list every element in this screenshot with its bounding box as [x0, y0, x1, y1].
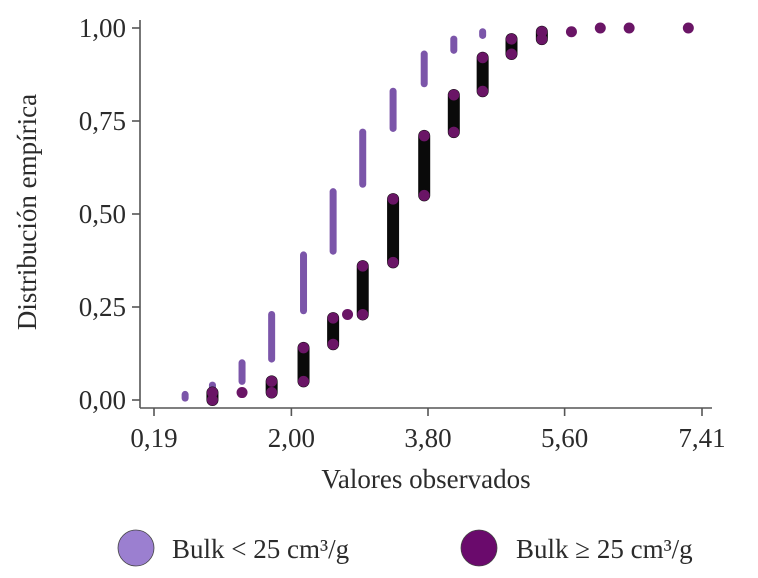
- data-point-bottom: [298, 375, 310, 387]
- data-point-bottom: [536, 33, 548, 45]
- y-tick-label: 0,25: [79, 292, 126, 322]
- data-point-top: [477, 52, 489, 64]
- data-point-top: [387, 193, 399, 205]
- data-point: [623, 22, 635, 34]
- y-tick-label: 0,00: [79, 385, 126, 415]
- data-point-bottom: [477, 85, 489, 97]
- data-point-top: [357, 260, 369, 272]
- y-tick-label: 1,00: [79, 13, 126, 43]
- x-tick-label: 2,00: [268, 423, 315, 453]
- data-point-top: [327, 312, 339, 324]
- data-point-bottom: [327, 338, 339, 350]
- data-point-bottom: [448, 126, 460, 138]
- data-point-bottom: [505, 48, 517, 60]
- legend-marker-2: [460, 529, 498, 567]
- ticks: 0,00 0,25 0,50 0,75 1,00 0,19 2,00 3,80 5,60 7,41: [79, 13, 726, 453]
- legend-label-1: Bulk < 25 cm³/g: [172, 534, 349, 564]
- data-point-bottom: [387, 256, 399, 268]
- x-tick-label: 3,80: [404, 423, 451, 453]
- y-tick-label: 0,75: [79, 106, 126, 136]
- data-point: [342, 308, 354, 320]
- legend: Bulk < 25 cm³/g Bulk ≥ 25 cm³/g: [117, 529, 693, 567]
- y-tick-label: 0,50: [79, 199, 126, 229]
- x-axis-title: Valores observados: [321, 464, 530, 494]
- series: [181, 22, 694, 406]
- data-point: [594, 22, 606, 34]
- x-tick-label: 7,41: [678, 423, 725, 453]
- series-2: [206, 22, 694, 406]
- data-point-top: [418, 130, 430, 142]
- data-point-top: [448, 89, 460, 101]
- legend-label-2: Bulk ≥ 25 cm³/g: [516, 534, 693, 564]
- data-point: [682, 22, 694, 34]
- data-point: [236, 387, 248, 399]
- data-point-top: [298, 342, 310, 354]
- x-tick-label: 0,19: [130, 423, 177, 453]
- y-axis-title: Distribución empírica: [12, 94, 42, 330]
- legend-marker-1: [117, 529, 155, 567]
- data-point: [565, 26, 577, 38]
- data-point-bottom: [357, 308, 369, 320]
- data-point-bottom: [266, 387, 278, 399]
- data-point-bottom: [206, 394, 218, 406]
- data-point-bottom: [418, 189, 430, 201]
- data-point-top: [505, 33, 517, 45]
- data-point-top: [266, 375, 278, 387]
- x-tick-label: 5,60: [541, 423, 588, 453]
